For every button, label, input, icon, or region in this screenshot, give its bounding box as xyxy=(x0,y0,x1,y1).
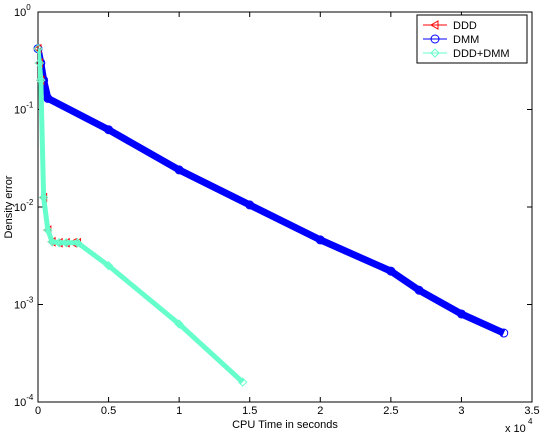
x-axis-label: CPU Time in seconds xyxy=(232,419,338,431)
data-point xyxy=(104,125,114,135)
data-point xyxy=(499,328,509,338)
y-tick-exponent: -3 xyxy=(26,296,34,305)
y-tick-base: 10 xyxy=(14,397,26,409)
data-point xyxy=(43,93,53,103)
legend-marker xyxy=(429,20,439,30)
legend-marker xyxy=(430,48,440,58)
data-point xyxy=(245,200,255,210)
data-point xyxy=(237,377,248,387)
x-tick-label: 3 xyxy=(458,405,464,417)
y-tick-exponent: 0 xyxy=(26,3,31,12)
data-point xyxy=(386,266,396,276)
data-point xyxy=(34,58,45,68)
data-point xyxy=(38,192,49,203)
x-tick-label: 3.5 xyxy=(524,405,539,417)
data-point xyxy=(36,75,46,85)
x-tick-label: 2.5 xyxy=(383,405,398,417)
x-tick-label: 1.5 xyxy=(242,405,257,417)
y-tick-label: 100 xyxy=(14,3,31,19)
data-point xyxy=(174,319,184,329)
x-tick-label: 0 xyxy=(35,405,41,417)
data-point xyxy=(32,43,42,54)
data-point xyxy=(33,44,43,54)
x-tick-label: 0.5 xyxy=(101,405,116,417)
y-tick-exponent: -1 xyxy=(26,101,34,110)
y-tick-label: 10-2 xyxy=(14,198,34,214)
data-point xyxy=(456,309,466,319)
legend-label: DDD+DMM xyxy=(453,48,510,60)
data-point xyxy=(414,285,424,295)
plot-frame xyxy=(37,11,533,403)
legend-label: DDD xyxy=(453,20,477,32)
data-point xyxy=(43,225,53,235)
x-multiplier-exponent: 4 xyxy=(528,417,533,426)
y-tick-base: 10 xyxy=(14,7,26,19)
y-tick-label: 10-1 xyxy=(14,101,34,117)
y-tick-label: 10-4 xyxy=(14,393,34,409)
y-tick-exponent: -2 xyxy=(26,198,34,207)
x-tick-label: 2 xyxy=(317,405,323,417)
y-tick-label: 10-3 xyxy=(14,296,34,312)
legend-label: DMM xyxy=(453,34,479,46)
data-point xyxy=(72,238,83,248)
legend-marker xyxy=(430,34,440,44)
y-tick-base: 10 xyxy=(14,202,26,214)
data-point xyxy=(54,238,64,248)
y-axis-label: Density error xyxy=(3,175,15,238)
series-line xyxy=(38,48,506,337)
data-point xyxy=(61,238,71,248)
data-point xyxy=(47,237,57,247)
y-tick-base: 10 xyxy=(14,300,26,312)
data-point xyxy=(103,260,114,271)
y-tick-exponent: -4 xyxy=(26,393,34,402)
x-multiplier: x 10 xyxy=(505,423,526,435)
data-point xyxy=(315,235,325,245)
data-point xyxy=(174,165,184,175)
x-tick-label: 1 xyxy=(176,405,182,417)
y-tick-base: 10 xyxy=(14,105,26,117)
